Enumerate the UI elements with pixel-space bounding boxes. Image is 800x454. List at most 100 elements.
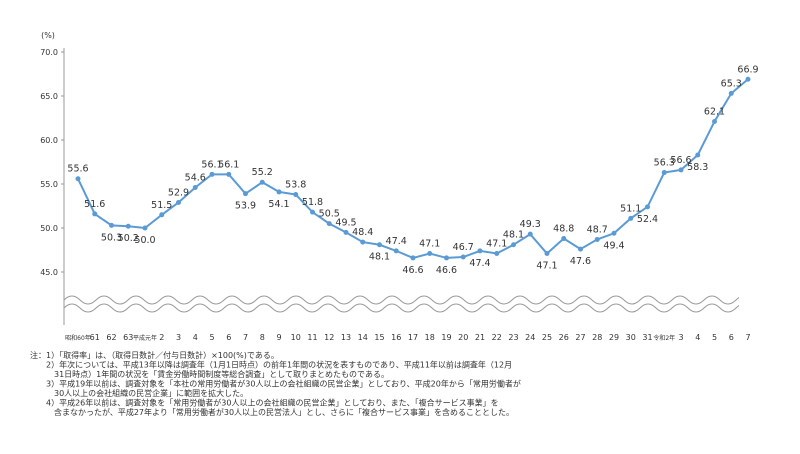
x-tick-label: 4: [193, 333, 198, 342]
data-point: [393, 248, 399, 254]
x-tick-label: 9: [276, 333, 281, 342]
data-point: [712, 119, 717, 125]
data-point: [142, 225, 148, 231]
data-point: [511, 242, 516, 248]
data-point: [594, 236, 600, 242]
data-label: 50.3: [101, 232, 122, 243]
y-tick-label: 50.0: [40, 224, 58, 233]
note-line: 30人以上の会社組織の民営企業」に範囲を拡大した。: [30, 388, 248, 398]
data-label: 49.4: [603, 240, 624, 251]
data-point: [695, 152, 701, 158]
data-label: 47.1: [536, 261, 557, 272]
data-point: [360, 239, 366, 245]
data-point: [343, 229, 349, 235]
data-label: 47.6: [570, 256, 591, 267]
data-label: 53.8: [285, 180, 306, 191]
data-label: 47.4: [386, 236, 407, 247]
data-point: [444, 255, 449, 261]
data-label: 52.9: [168, 187, 189, 198]
data-point: [460, 254, 466, 260]
x-tick-label: 6: [226, 333, 231, 342]
x-tick-label: 8: [260, 333, 265, 342]
data-point: [377, 242, 382, 248]
x-tick-label: 24: [525, 333, 535, 342]
data-point: [410, 255, 416, 261]
data-label: 55.2: [252, 167, 273, 178]
note-line: 含まなかったが、平成27年より「常用労働者が30人以上の民営法人」とし、さらに「…: [30, 407, 514, 417]
note-line: 3）平成19年以前は、調査対象を「本社の常用労働者が30人以上の会社組織の民営企…: [30, 379, 521, 389]
data-label: 48.7: [587, 224, 608, 235]
data-point: [561, 236, 567, 242]
x-tick-label: 7: [745, 333, 750, 342]
x-tick-label: 5: [712, 333, 717, 342]
data-label: 47.1: [419, 239, 440, 250]
data-point: [92, 211, 98, 217]
data-point: [661, 170, 667, 176]
x-tick-label: 3: [176, 333, 181, 342]
data-point: [259, 179, 265, 185]
note-line: 注：1）「取得率」は、（取得日数計／付与日数計）×100(%)である。: [30, 350, 279, 360]
y-tick-label: 60.0: [40, 136, 58, 145]
data-point: [75, 176, 81, 182]
data-point: [728, 90, 734, 96]
data-label: 53.9: [235, 201, 256, 212]
data-label: 49.3: [520, 219, 541, 230]
data-label: 48.1: [503, 230, 524, 241]
x-tick-label: 令和2年: [653, 334, 675, 342]
data-point: [159, 212, 165, 218]
data-point: [477, 248, 483, 254]
data-label: 52.4: [637, 214, 658, 225]
axis-break: [63, 295, 769, 305]
data-label: 51.8: [302, 197, 323, 208]
x-tick-label: 23: [508, 333, 518, 342]
data-label: 46.6: [436, 265, 457, 276]
data-label: 46.7: [453, 242, 474, 253]
x-tick-label: 17: [408, 333, 418, 342]
x-tick-label: 22: [492, 333, 502, 342]
x-tick-label: 16: [391, 333, 401, 342]
data-point: [494, 251, 500, 257]
data-point: [427, 251, 433, 257]
data-label: 49.5: [335, 217, 356, 228]
x-tick-label: 10: [291, 333, 301, 342]
x-tick-label: 14: [358, 333, 368, 342]
x-tick-label: 21: [475, 333, 485, 342]
x-tick-label: 12: [324, 333, 334, 342]
data-label: 48.8: [553, 224, 574, 235]
y-tick-label: 55.0: [40, 180, 58, 189]
y-tick-label: 45.0: [40, 268, 58, 277]
data-point: [544, 251, 550, 257]
x-tick-label: 13: [341, 333, 351, 342]
data-label: 58.3: [687, 162, 708, 173]
data-point: [628, 215, 634, 221]
data-label: 56.6: [670, 155, 691, 166]
x-tick-label: 31: [642, 333, 652, 342]
data-label: 50.2: [118, 233, 139, 244]
data-label: 51.1: [620, 203, 641, 214]
data-point: [209, 171, 215, 177]
x-tick-label: 18: [425, 333, 435, 342]
data-label: 48.1: [369, 252, 390, 263]
x-tick-label: 6: [729, 333, 734, 342]
data-label: 56.3: [654, 158, 675, 169]
data-point: [176, 199, 181, 205]
x-tick-label: 5: [209, 333, 214, 342]
data-label: 55.6: [67, 164, 88, 175]
x-tick-label: 11: [307, 333, 317, 342]
x-tick-label: 29: [609, 333, 619, 342]
x-tick-label: 3: [678, 333, 683, 342]
x-tick-label: 30: [626, 333, 636, 342]
x-tick-label: 4: [695, 333, 700, 342]
x-tick-label: 28: [592, 333, 602, 342]
data-point: [645, 204, 650, 210]
data-point: [326, 221, 332, 227]
data-point: [226, 171, 232, 177]
data-point: [276, 189, 282, 195]
x-tick-label: 27: [575, 333, 585, 342]
x-tick-label: 20: [458, 333, 468, 342]
data-label: 47.4: [469, 258, 490, 269]
data-label: 50.0: [134, 235, 155, 246]
x-tick-label: 26: [559, 333, 569, 342]
data-point: [293, 192, 299, 198]
